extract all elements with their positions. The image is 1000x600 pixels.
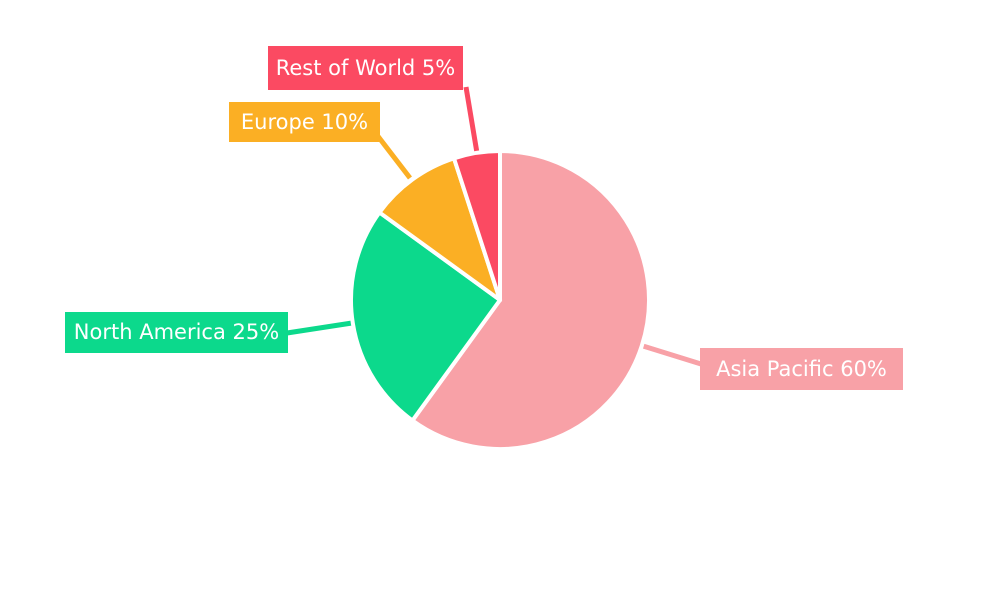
leader-line-asia-pacific xyxy=(642,343,702,367)
label-rest-of-world: Rest of World 5% xyxy=(268,46,463,90)
leader-line-north-america xyxy=(286,320,353,336)
label-north-america: North America 25% xyxy=(65,312,288,353)
leader-lines xyxy=(286,86,702,367)
pie-slice-rest-of-world[interactable] xyxy=(451,149,502,302)
pie-slice-asia-pacific[interactable] xyxy=(410,149,651,451)
leader-line-europe xyxy=(375,133,412,180)
leader-line-rest-of-world xyxy=(463,86,480,154)
pie-slice-europe[interactable] xyxy=(377,156,502,302)
label-europe: Europe 10% xyxy=(229,102,380,142)
pie-slice-north-america[interactable] xyxy=(349,210,502,423)
pie-slices xyxy=(349,149,651,451)
label-asia-pacific: Asia Pacific 60% xyxy=(700,348,903,390)
